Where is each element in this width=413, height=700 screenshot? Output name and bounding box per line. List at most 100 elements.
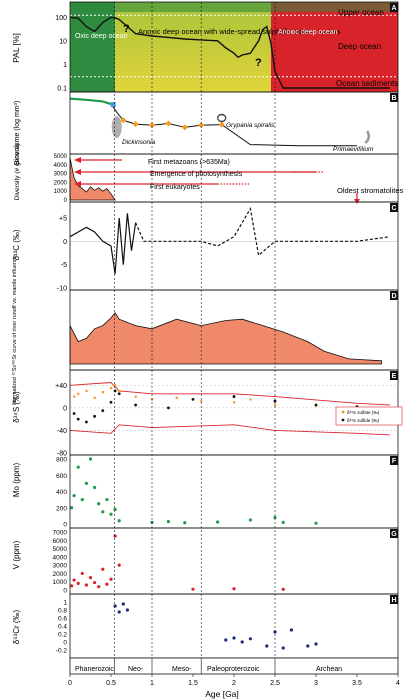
panel-letter-box xyxy=(390,93,398,102)
panel-letter: C xyxy=(391,205,396,212)
cr-point xyxy=(281,646,285,650)
ylabel-a: PAL [%] xyxy=(11,33,21,63)
x-tick-label: 4 xyxy=(396,680,400,687)
v-point xyxy=(232,587,236,591)
panel-letter-box xyxy=(390,456,398,465)
zone-upper-ocean: Upper ocean xyxy=(338,8,384,17)
v-point xyxy=(101,567,105,571)
x-tick-label: 3 xyxy=(314,680,318,687)
mo-point xyxy=(84,481,88,485)
ytick-c: 0 xyxy=(63,239,67,246)
dickinsonia-fossil xyxy=(111,116,122,138)
sulfate-point xyxy=(77,392,80,395)
biovolume-diamond xyxy=(132,121,139,128)
sulfide-point xyxy=(109,400,113,404)
ytick-scatter: 400 xyxy=(56,489,67,496)
mo-point xyxy=(281,520,285,524)
sulfide-point xyxy=(117,392,121,396)
cr-point xyxy=(117,610,121,614)
cr-point xyxy=(232,636,236,640)
mo-point xyxy=(93,485,97,490)
sulfide-point xyxy=(314,403,318,407)
cr-point xyxy=(289,628,293,632)
cr-point xyxy=(125,608,129,612)
ytick-scatter: 800 xyxy=(56,457,67,464)
v-point xyxy=(72,578,76,582)
v-point xyxy=(109,577,113,581)
ytick-scatter: 0 xyxy=(63,522,67,529)
ylabel-h: δ⁵³Cr (‰) xyxy=(12,609,21,644)
ytick-diversity: 3000 xyxy=(54,172,68,178)
biovolume-diamond xyxy=(165,120,172,127)
x-tick-label: 2 xyxy=(232,680,236,687)
annot-first-metazoans: First metazoans (>635Ma) xyxy=(148,159,230,166)
ytick-diversity: 0 xyxy=(64,198,68,204)
panel-frame xyxy=(69,527,399,595)
ytick-scatter: 4000 xyxy=(53,554,68,561)
sulfide-point xyxy=(232,395,236,398)
cr-point xyxy=(224,638,228,642)
mo-point xyxy=(109,512,113,516)
carbon-dashed xyxy=(135,206,390,257)
panel-letter-box xyxy=(390,3,398,12)
ylabel-d: Normalized ⁸⁷Sr/⁸⁶Sr curve of river runo… xyxy=(11,255,18,405)
sulfide-point xyxy=(93,414,96,418)
panel-letter: B xyxy=(391,95,396,102)
biovolume-diamond xyxy=(198,122,205,129)
ytick-e: -40 xyxy=(57,428,67,435)
sulfide-point xyxy=(191,397,195,401)
v-point xyxy=(191,587,195,591)
label-dickinsonia: Dickinsonia xyxy=(122,139,156,146)
era-meso: Meso- xyxy=(172,666,192,673)
legend-sulfide-label: δ³⁴S sulfide (‰) xyxy=(347,418,379,423)
mo-point xyxy=(273,515,277,520)
ytick-diversity: 1000 xyxy=(54,189,68,195)
panel-letter: D xyxy=(391,293,396,300)
diversity-arrowhead xyxy=(74,181,81,187)
cr-point xyxy=(248,637,252,641)
x-tick-label: 2.5 xyxy=(270,680,280,687)
sulfate-point xyxy=(85,389,88,393)
zone-upper-band xyxy=(70,2,398,12)
strontium-area xyxy=(69,312,383,365)
v-point xyxy=(105,582,109,586)
ytick-scatter: 2000 xyxy=(53,571,68,578)
zone-oxic-bg xyxy=(70,2,116,92)
ylabel-g: V (ppm) xyxy=(12,540,21,569)
sulfate-point xyxy=(200,400,203,403)
zone-deep-ocean: Deep ocean xyxy=(338,42,381,51)
cr-point xyxy=(240,640,244,644)
v-point xyxy=(93,580,97,585)
mo-point xyxy=(117,519,121,523)
mo-point xyxy=(166,519,170,524)
sulfate-point xyxy=(114,384,117,387)
sulfide-point xyxy=(167,406,170,410)
sulfate-point xyxy=(274,404,277,407)
v-point xyxy=(70,584,74,588)
cr-point xyxy=(314,642,318,646)
v-point xyxy=(97,585,101,589)
legend-box-e xyxy=(335,406,403,426)
era-phanerozoic: Phanerozoic xyxy=(75,666,114,673)
mo-point xyxy=(216,520,220,524)
ytick-scatter: 1000 xyxy=(53,579,68,586)
mo-point xyxy=(70,506,74,510)
ytick-diversity: 5000 xyxy=(54,154,68,160)
question-mark-2: ? xyxy=(255,57,262,69)
sulfide-point xyxy=(85,420,88,424)
ylabel-diversity: Diversity (# genera) xyxy=(14,144,21,201)
x-tick-label: 1 xyxy=(150,680,154,687)
ytick-e: +40 xyxy=(55,383,67,390)
x-axis-label: Age [Ga] xyxy=(205,689,239,699)
ytick-a: 10 xyxy=(59,38,67,45)
v-point xyxy=(117,563,121,567)
legend-sulfate-marker xyxy=(341,410,345,414)
ytick-scatter: 3000 xyxy=(53,563,68,570)
panel-letter: E xyxy=(392,373,397,380)
sulfate-point xyxy=(110,387,113,390)
cr-point xyxy=(265,644,269,648)
biovolume-blue-marker xyxy=(110,102,116,108)
primaevifilium-fossil xyxy=(364,130,371,144)
sulfate-point xyxy=(93,396,96,399)
sulfide-point xyxy=(72,412,76,415)
